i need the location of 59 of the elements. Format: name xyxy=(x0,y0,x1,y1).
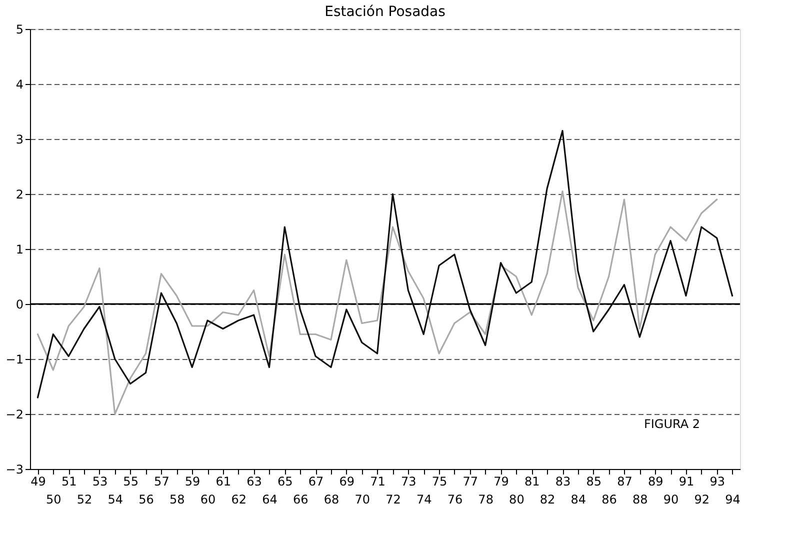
x-tick-label: 86 xyxy=(602,492,617,506)
x-tick-label: 61 xyxy=(216,474,232,488)
x-tick-label: 94 xyxy=(725,492,740,506)
x-tick-label: 88 xyxy=(632,492,648,506)
x-tick-label: 74 xyxy=(416,492,432,506)
y-tick-label: 1 xyxy=(16,242,24,256)
x-tick-label: 92 xyxy=(694,492,710,506)
line-series xyxy=(36,130,734,398)
x-tick-label: 50 xyxy=(46,492,62,506)
x-tick-label: 58 xyxy=(169,492,185,506)
x-tick-label: 67 xyxy=(308,474,324,488)
x-tick-label: 93 xyxy=(710,474,725,488)
y-tick-label: −3 xyxy=(6,462,24,476)
line-series xyxy=(36,190,718,415)
x-tick-label: 76 xyxy=(447,492,463,506)
x-tick-label: 77 xyxy=(462,474,478,488)
x-tick-label: 87 xyxy=(617,474,632,488)
x-tick-label: 81 xyxy=(524,474,540,488)
x-tick-label: 54 xyxy=(108,492,124,506)
x-tick-label: 59 xyxy=(184,474,200,488)
x-tick-label: 72 xyxy=(386,492,401,506)
x-tick-label: 80 xyxy=(509,492,524,506)
y-tick-label: −2 xyxy=(6,408,24,422)
x-tick-label: 75 xyxy=(432,474,448,488)
x-tick-label: 90 xyxy=(663,492,679,506)
x-tick-label: 60 xyxy=(200,492,216,506)
x-tick-label: 65 xyxy=(278,474,293,488)
y-tick-label: 3 xyxy=(16,132,24,146)
x-tick-label: 73 xyxy=(401,474,416,488)
x-tick-label: 78 xyxy=(478,492,494,506)
x-tick-label: 64 xyxy=(262,492,278,506)
x-tick-label: 84 xyxy=(570,492,586,506)
annotation: FIGURA 2 xyxy=(644,417,700,431)
x-tick-label: 55 xyxy=(123,474,138,488)
x-tick-label: 82 xyxy=(540,492,556,506)
x-tick-label: 66 xyxy=(292,492,308,506)
x-tick-label: 89 xyxy=(648,474,664,488)
x-tick-label: 56 xyxy=(138,492,154,506)
x-tick-label: 85 xyxy=(586,474,602,488)
y-tick-label: 4 xyxy=(16,78,24,92)
x-tick-label: 83 xyxy=(555,474,571,488)
x-tick-label: 51 xyxy=(61,474,77,488)
x-tick-label: 70 xyxy=(354,492,370,506)
y-tick-label: 0 xyxy=(16,298,24,312)
x-tick-label: 49 xyxy=(30,474,46,488)
x-tick-label: 68 xyxy=(324,492,340,506)
x-tick-label: 53 xyxy=(92,474,108,488)
y-tick-label: −1 xyxy=(6,352,24,366)
x-tick-label: 57 xyxy=(154,474,170,488)
x-tick-label: 79 xyxy=(494,474,509,488)
chart-title: Estación Posadas xyxy=(324,4,446,20)
x-tick-label: 69 xyxy=(339,474,355,488)
x-tick-label: 63 xyxy=(246,474,262,488)
x-tick-label: 91 xyxy=(678,474,694,488)
x-tick-label: 52 xyxy=(76,492,92,506)
x-tick-label: 62 xyxy=(231,492,247,506)
y-tick-label: 5 xyxy=(16,22,24,36)
y-tick-label: 2 xyxy=(16,188,24,202)
x-tick-label: 71 xyxy=(370,474,386,488)
